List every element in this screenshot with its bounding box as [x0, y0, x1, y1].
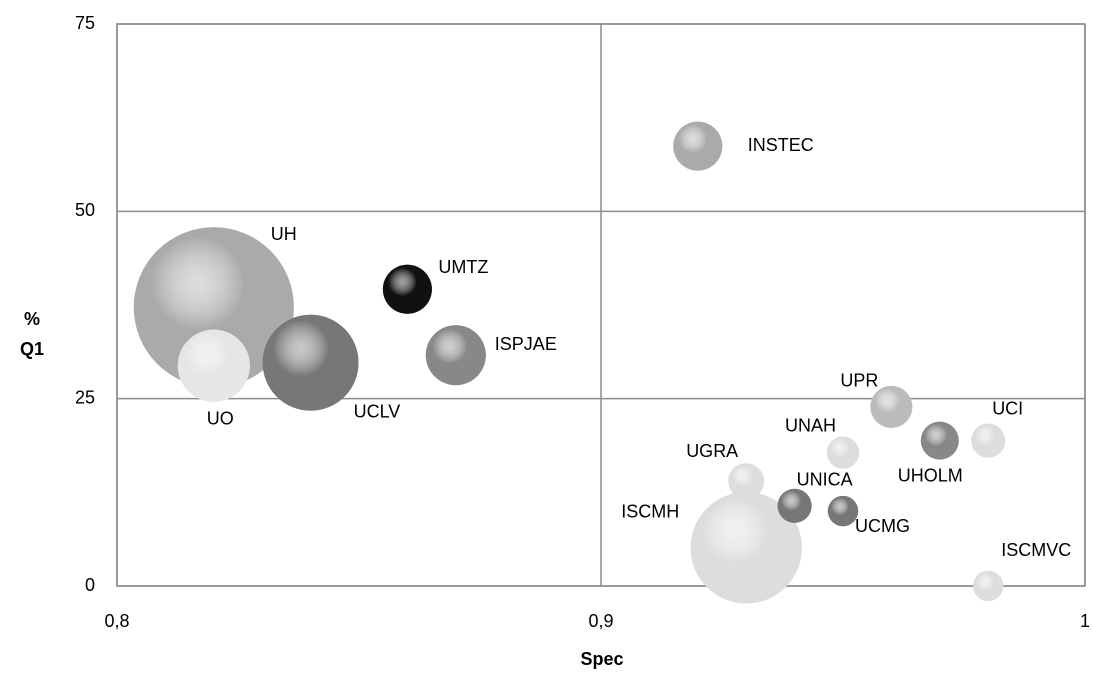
- bubble: [673, 121, 723, 171]
- data-label: UGRA: [686, 441, 738, 461]
- x-axis-label: Spec: [580, 649, 623, 669]
- bubble: [777, 488, 812, 523]
- data-label: UPR: [840, 371, 878, 391]
- y-tick-label: 0: [85, 575, 95, 595]
- data-label: UCLV: [354, 401, 401, 421]
- data-label: UNICA: [797, 470, 853, 490]
- bubble: [425, 325, 486, 386]
- bubble: [870, 385, 913, 428]
- data-label: UCMG: [855, 516, 910, 536]
- bubble: [973, 570, 1004, 602]
- plot-border: [116, 23, 1086, 587]
- bubble: [690, 492, 802, 604]
- x-tick-label: 0,9: [588, 611, 613, 631]
- data-label: UMTZ: [438, 257, 488, 277]
- data-label: ISPJAE: [495, 334, 557, 354]
- bubble: [728, 463, 765, 499]
- bubble: [382, 264, 432, 314]
- x-tick-label: 0,8: [104, 611, 129, 631]
- data-label: INSTEC: [748, 135, 814, 155]
- data-label: UCI: [992, 398, 1023, 418]
- bubble: [827, 495, 859, 527]
- data-label: UH: [271, 224, 297, 244]
- bubble: [177, 329, 250, 402]
- data-label: UO: [207, 408, 234, 428]
- x-tick-label: 1: [1080, 611, 1090, 631]
- data-label: ISCMVC: [1001, 540, 1071, 560]
- bubble: [826, 436, 860, 469]
- bubble: [133, 227, 294, 388]
- bubble: [971, 423, 1006, 458]
- data-label: UNAH: [785, 415, 836, 435]
- y-axis-label: % Q1: [20, 309, 44, 359]
- bubble: [262, 314, 359, 411]
- bubble: [920, 421, 959, 460]
- y-tick-label: 75: [75, 13, 95, 33]
- data-label: ISCMH: [621, 502, 679, 522]
- data-label: UHOLM: [898, 465, 963, 485]
- y-tick-label: 50: [75, 200, 95, 220]
- y-tick-label: 25: [75, 387, 95, 407]
